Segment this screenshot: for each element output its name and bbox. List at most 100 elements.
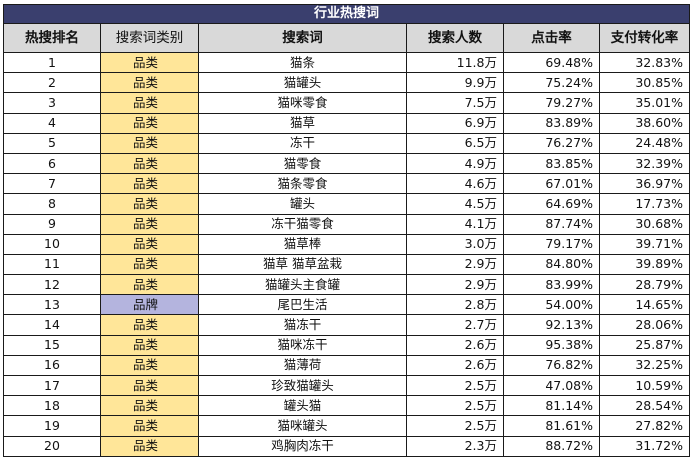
table-row: 13 品牌 尾巴生活 2.8万 54.00% 14.65%	[3, 294, 691, 316]
ctr-cell: 84.80%	[503, 253, 600, 276]
category-cell: 品类	[100, 415, 199, 437]
cvr-cell: 30.68%	[598, 213, 691, 235]
category-cell: 品类	[100, 51, 199, 74]
ctr-cell: 76.27%	[503, 132, 600, 154]
search-term-cell: 猫罐头主食罐	[198, 274, 407, 296]
rank-cell: 8	[3, 193, 101, 215]
cvr-cell: 14.65%	[598, 294, 691, 316]
search-term-cell: 猫条零食	[198, 173, 407, 195]
search-term-cell: 猫草棒	[198, 233, 407, 255]
search-term-cell: 猫冻干	[198, 314, 407, 336]
category-cell: 品类	[100, 213, 199, 235]
ctr-cell: 79.27%	[503, 92, 600, 114]
table-row: 18 品类 罐头猫 2.5万 81.14% 28.54%	[3, 395, 691, 417]
searchers-cell: 2.6万	[406, 354, 504, 377]
search-term-cell: 鸡胸肉冻干	[198, 435, 407, 457]
rank-cell: 13	[3, 294, 101, 316]
search-term-cell: 猫咪罐头	[198, 415, 407, 437]
cvr-cell: 25.87%	[598, 334, 691, 356]
ctr-cell: 67.01%	[503, 173, 600, 195]
rank-cell: 9	[3, 213, 101, 235]
rank-cell: 2	[3, 72, 101, 94]
search-term-cell: 冻干	[198, 132, 407, 154]
rank-cell: 18	[3, 395, 101, 417]
header-category: 搜索词类别	[100, 23, 199, 53]
table-row: 7 品类 猫条零食 4.6万 67.01% 36.97%	[3, 173, 691, 195]
rank-cell: 7	[3, 173, 101, 195]
title-row: 行业热搜词	[2, 4, 691, 24]
rank-cell: 4	[3, 112, 101, 134]
category-cell: 品类	[100, 253, 199, 276]
cvr-cell: 35.01%	[598, 92, 691, 114]
ctr-cell: 64.69%	[503, 193, 600, 215]
ctr-cell: 87.74%	[503, 213, 600, 235]
cvr-cell: 31.72%	[598, 435, 691, 457]
searchers-cell: 2.5万	[406, 395, 504, 417]
cvr-cell: 39.89%	[598, 253, 691, 276]
search-term-cell: 猫咪冻干	[198, 334, 407, 356]
rank-cell: 6	[3, 152, 101, 175]
table-row: 2 品类 猫罐头 9.9万 75.24% 30.85%	[3, 72, 691, 94]
header-row: 热搜排名 搜索词类别 搜索词 搜索人数 点击率 支付转化率	[3, 23, 691, 53]
searchers-cell: 2.9万	[406, 253, 504, 276]
ctr-cell: 95.38%	[503, 334, 600, 356]
rank-cell: 20	[3, 435, 101, 457]
search-term-cell: 猫草	[198, 112, 407, 134]
rank-cell: 17	[3, 374, 101, 397]
cvr-cell: 27.82%	[598, 415, 691, 437]
searchers-cell: 2.6万	[406, 334, 504, 356]
searchers-cell: 2.8万	[406, 294, 504, 316]
search-term-cell: 罐头	[198, 193, 407, 215]
table-row: 20 品类 鸡胸肉冻干 2.3万 88.72% 31.72%	[3, 435, 691, 457]
table-row: 11 品类 猫草 猫草盆栽 2.9万 84.80% 39.89%	[3, 253, 691, 276]
cvr-cell: 24.48%	[598, 132, 691, 154]
search-term-cell: 罐头猫	[198, 395, 407, 417]
table-row: 19 品类 猫咪罐头 2.5万 81.61% 27.82%	[3, 415, 691, 437]
rank-cell: 16	[3, 354, 101, 377]
header-cvr: 支付转化率	[598, 23, 691, 53]
cvr-cell: 32.39%	[598, 152, 691, 175]
rank-cell: 19	[3, 415, 101, 437]
search-term-cell: 猫草 猫草盆栽	[198, 253, 407, 276]
ctr-cell: 81.14%	[503, 395, 600, 417]
category-cell: 品类	[100, 274, 199, 296]
category-cell: 品类	[100, 132, 199, 154]
header-term: 搜索词	[198, 23, 407, 53]
category-cell: 品牌	[100, 294, 199, 316]
table-row: 5 品类 冻干 6.5万 76.27% 24.48%	[3, 132, 691, 154]
cvr-cell: 36.97%	[598, 173, 691, 195]
rank-cell: 15	[3, 334, 101, 356]
table-row: 17 品类 珍致猫罐头 2.5万 47.08% 10.59%	[3, 374, 691, 397]
searchers-cell: 4.6万	[406, 173, 504, 195]
cvr-cell: 28.79%	[598, 274, 691, 296]
search-term-cell: 猫咪零食	[198, 92, 407, 114]
searchers-cell: 2.5万	[406, 374, 504, 397]
category-cell: 品类	[100, 334, 199, 356]
category-cell: 品类	[100, 395, 199, 417]
category-cell: 品类	[100, 92, 199, 114]
category-cell: 品类	[100, 72, 199, 94]
search-term-cell: 冻干猫零食	[198, 213, 407, 235]
header-ctr: 点击率	[503, 23, 600, 53]
ctr-cell: 47.08%	[503, 374, 600, 397]
category-cell: 品类	[100, 152, 199, 175]
cvr-cell: 10.59%	[598, 374, 691, 397]
searchers-cell: 7.5万	[406, 92, 504, 114]
search-term-cell: 猫条	[198, 51, 407, 74]
category-cell: 品类	[100, 354, 199, 377]
cvr-cell: 32.25%	[598, 354, 691, 377]
searchers-cell: 11.8万	[406, 51, 504, 74]
searchers-cell: 6.5万	[406, 132, 504, 154]
table-row: 3 品类 猫咪零食 7.5万 79.27% 35.01%	[3, 92, 691, 114]
cvr-cell: 17.73%	[598, 193, 691, 215]
searchers-cell: 3.0万	[406, 233, 504, 255]
category-cell: 品类	[100, 193, 199, 215]
table-row: 15 品类 猫咪冻干 2.6万 95.38% 25.87%	[3, 334, 691, 356]
rank-cell: 1	[3, 51, 101, 74]
rank-cell: 11	[3, 253, 101, 276]
ctr-cell: 92.13%	[503, 314, 600, 336]
category-cell: 品类	[100, 314, 199, 336]
rank-cell: 14	[3, 314, 101, 336]
rank-cell: 12	[3, 274, 101, 296]
category-cell: 品类	[100, 374, 199, 397]
